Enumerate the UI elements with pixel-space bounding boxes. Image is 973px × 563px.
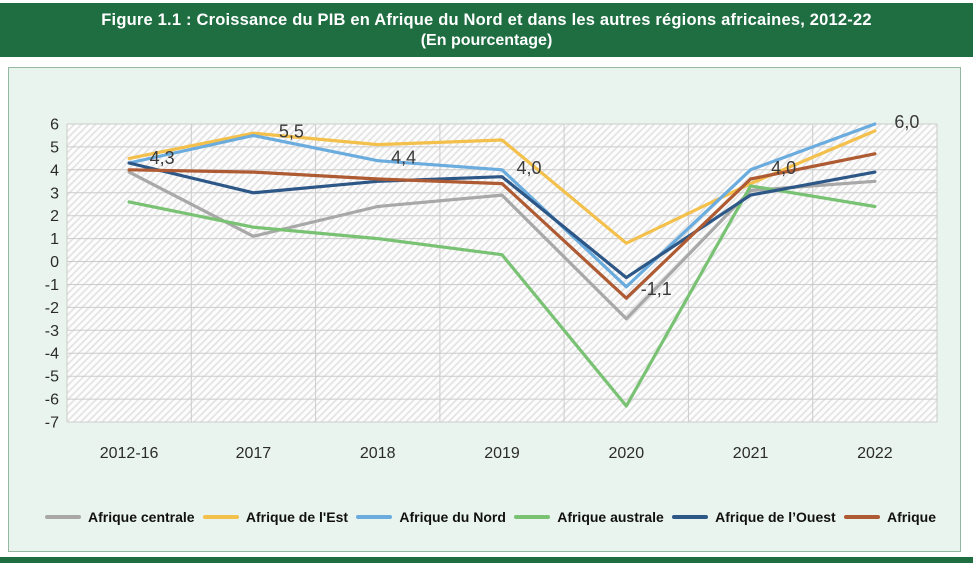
legend-item: Afrique	[844, 509, 936, 525]
legend-label: Afrique de l’Ouest	[715, 509, 836, 525]
data-label: 4,0	[771, 158, 796, 178]
series-line	[127, 170, 877, 321]
legend-label: Afrique australe	[557, 509, 664, 525]
x-axis-label: 2021	[733, 445, 769, 462]
data-label: -1,1	[641, 279, 672, 299]
legend-item: Afrique du Nord	[356, 509, 506, 525]
data-label: 4,4	[391, 148, 416, 168]
data-label: 6,0	[894, 112, 919, 132]
legend-label: Afrique de l'Est	[245, 509, 349, 525]
gdp-line-chart: 6 5 4 3 2 1 0 -1 -2 -3 -4 -5 -6 -7 2012-16 2017 2018 2019…	[45, 112, 938, 462]
figure-title: Figure 1.1 : Croissance du PIB en Afriqu…	[101, 10, 872, 29]
y-axis-tick-label: -3	[45, 323, 59, 340]
legend-swatch	[514, 515, 551, 519]
bottom-border-band	[0, 557, 973, 563]
y-axis-tick-label: 0	[50, 254, 59, 271]
figure-subtitle: (En pourcentage)	[420, 31, 553, 49]
data-label: 5,5	[279, 122, 304, 142]
legend-swatch	[202, 515, 239, 519]
legend-label: Afrique du Nord	[399, 509, 506, 525]
y-axis-tick-label: -2	[45, 300, 59, 317]
series-line	[127, 152, 877, 300]
y-axis-tick-label: 3	[50, 185, 59, 202]
data-label: 4,3	[150, 148, 175, 168]
y-axis-tick-label: 1	[50, 231, 59, 248]
x-axis-label: 2020	[609, 445, 645, 462]
x-axis-label: 2012-16	[100, 445, 159, 462]
chart-legend: Afrique centrale Afrique de l'Est Afrique …	[9, 509, 960, 525]
data-label: 4,0	[516, 158, 541, 178]
y-axis-tick-label: 4	[50, 162, 59, 179]
legend-swatch	[844, 515, 880, 519]
series-line	[127, 129, 877, 245]
series-line	[127, 161, 877, 280]
series-line	[127, 184, 877, 408]
plot-area	[67, 124, 937, 422]
legend-swatch	[672, 515, 709, 519]
legend-swatch	[356, 515, 393, 519]
chart-panel: 6 5 4 3 2 1 0 -1 -2 -3 -4 -5 -6 -7 2012-16 2017 2018 2019…	[8, 67, 961, 552]
legend-swatch	[45, 515, 81, 519]
legend-label: Afrique centrale	[88, 509, 195, 525]
y-axis-tick-label: -4	[45, 346, 59, 363]
y-axis-tick-label: 5	[50, 139, 59, 156]
y-axis-tick-label: 6	[50, 117, 59, 134]
y-axis-tick-label: -5	[45, 369, 59, 386]
y-axis-tick-label: 2	[50, 208, 59, 225]
x-axis-label: 2019	[484, 445, 520, 462]
legend-item: Afrique centrale	[45, 509, 195, 525]
figure-title-bar: Figure 1.1 : Croissance du PIB en Afriqu…	[0, 3, 973, 57]
legend-item: Afrique australe	[514, 509, 664, 525]
y-axis-tick-label: -7	[45, 415, 59, 432]
x-axis-label: 2022	[857, 445, 893, 462]
series-line	[127, 122, 877, 289]
legend-item: Afrique de l’Ouest	[672, 509, 836, 525]
legend-label: Afrique	[887, 509, 936, 525]
legend-item: Afrique de l'Est	[202, 509, 349, 525]
x-axis-label: 2017	[236, 445, 272, 462]
y-axis-tick-label: -1	[45, 277, 59, 294]
y-axis-tick-label: -6	[45, 392, 59, 409]
x-axis-label: 2018	[360, 445, 396, 462]
